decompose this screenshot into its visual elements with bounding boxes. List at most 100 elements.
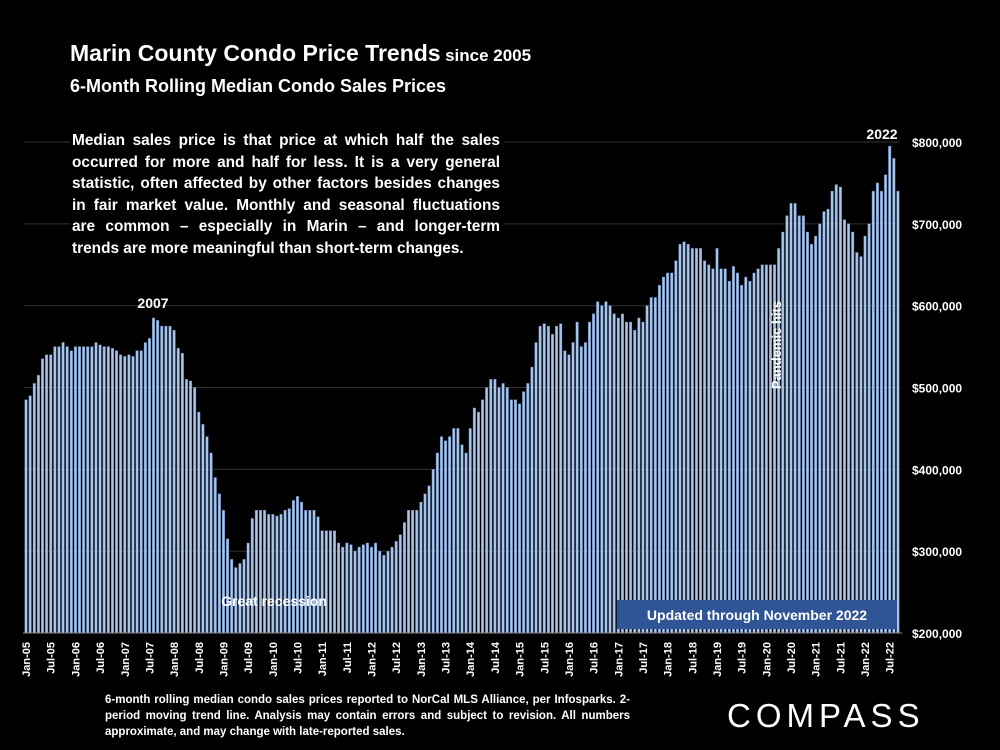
x-tick-label: Jul-16 [589, 642, 601, 674]
bar [53, 346, 57, 634]
bar [629, 321, 633, 634]
bar [102, 346, 106, 634]
bar [131, 356, 135, 634]
bar [119, 354, 123, 634]
bar [110, 348, 114, 634]
bar [115, 350, 119, 634]
bar [378, 550, 382, 634]
bar [341, 546, 345, 634]
bar [620, 313, 624, 634]
bar [28, 395, 32, 634]
bar [641, 321, 645, 634]
bar [312, 510, 316, 634]
bar [394, 541, 398, 634]
annotation-pandemic-hits: Pandemic hits [769, 301, 784, 389]
bar [518, 403, 522, 634]
bar [731, 266, 735, 634]
bar [867, 223, 871, 634]
bar [744, 276, 748, 634]
bar [657, 285, 661, 634]
bar [522, 391, 526, 634]
bar [875, 182, 879, 634]
bar [69, 350, 73, 634]
bar [583, 342, 587, 634]
chart-title: Marin County Condo Price Trends since 20… [70, 40, 531, 67]
bar [793, 203, 797, 634]
bar [468, 428, 472, 634]
bar [49, 354, 53, 634]
bar [838, 186, 842, 634]
bar [106, 346, 110, 634]
bar [678, 244, 682, 634]
bar [370, 546, 373, 634]
bar [73, 346, 77, 634]
bar [296, 496, 299, 634]
bar [476, 411, 480, 634]
bar [283, 510, 287, 634]
bar [637, 317, 641, 634]
x-tick-label: Jul-14 [490, 641, 502, 674]
chart-title-main: Marin County Condo Price Trends [70, 40, 441, 66]
y-tick-label: $600,000 [912, 300, 962, 314]
bar [86, 346, 90, 634]
x-tick-label: Jan-16 [564, 642, 576, 677]
bar [600, 305, 604, 634]
bar [427, 485, 431, 634]
y-tick-label: $800,000 [912, 136, 962, 150]
x-tick-label: Jan-18 [663, 642, 675, 677]
bar [690, 248, 694, 634]
bar [760, 264, 764, 634]
bar [201, 424, 205, 634]
x-tick-label: Jan-06 [70, 642, 82, 677]
bar [855, 252, 859, 634]
bar [752, 272, 756, 634]
bar [489, 379, 493, 634]
bar [460, 444, 464, 634]
bar [526, 383, 530, 634]
bar [493, 379, 497, 634]
bar [719, 268, 723, 634]
bar [662, 276, 665, 634]
bar [209, 452, 213, 634]
bar [316, 516, 320, 634]
bar [448, 436, 452, 634]
bar [345, 542, 349, 634]
y-tick-label: $400,000 [912, 463, 962, 477]
bar [176, 348, 180, 634]
bar [616, 317, 620, 634]
bar [444, 440, 448, 634]
bar [365, 542, 369, 634]
x-tick-label: Jul-21 [835, 642, 847, 674]
x-axis-tick-labels: Jan-05 Jul-05 Jan-06 Jul-06 Jan-07 Jul-07 Jan-… [21, 641, 897, 677]
x-tick-label: Jul-08 [194, 642, 206, 674]
bar [748, 280, 752, 634]
bar [736, 272, 740, 634]
bar [36, 375, 40, 634]
bar [180, 352, 184, 634]
x-tick-label: Jan-17 [613, 642, 625, 677]
bar [497, 387, 501, 634]
chart-title-suffix: since 2005 [445, 46, 532, 65]
bar [452, 428, 456, 634]
bar [300, 501, 304, 634]
bar-series [24, 145, 900, 634]
bar [505, 387, 509, 634]
bar [374, 542, 378, 634]
bar [78, 346, 81, 634]
bar [168, 325, 172, 634]
bar [892, 158, 896, 634]
bar [851, 231, 855, 634]
bar [764, 264, 768, 634]
bar [727, 280, 731, 634]
bar [411, 510, 415, 634]
bar [781, 231, 785, 634]
bar [588, 321, 591, 634]
bar [485, 387, 489, 634]
bar [801, 215, 805, 634]
bar [357, 546, 361, 634]
bar [645, 305, 649, 634]
bar [226, 538, 230, 634]
bar [859, 256, 863, 634]
bar [382, 555, 386, 634]
